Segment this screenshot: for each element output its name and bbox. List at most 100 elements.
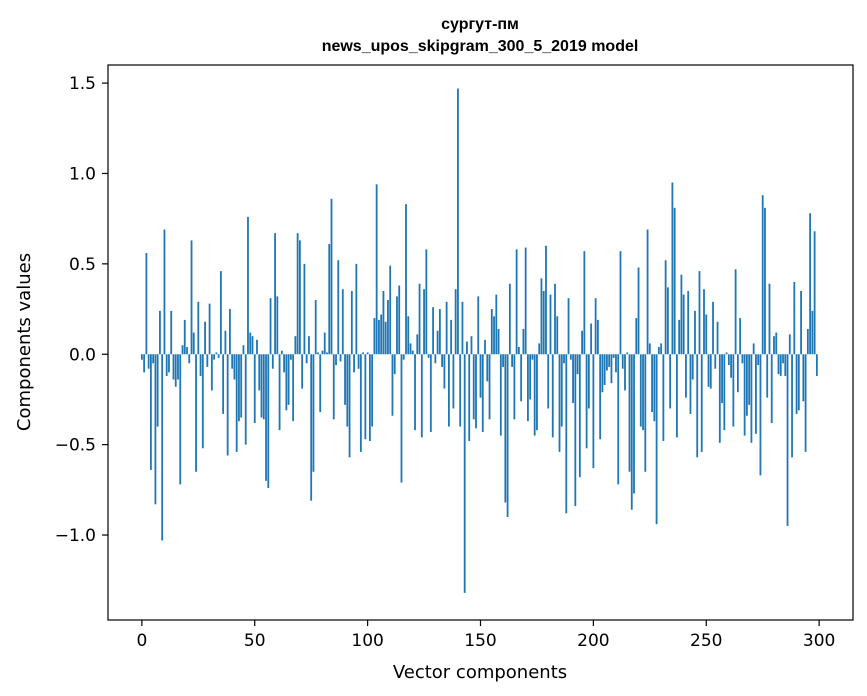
bar-208 xyxy=(610,354,613,384)
x-axis-label: Vector components xyxy=(393,662,567,683)
bar-149 xyxy=(477,296,480,355)
bar-289 xyxy=(793,281,796,355)
bar-220 xyxy=(637,267,640,355)
bar-84 xyxy=(330,198,333,355)
bar-86 xyxy=(335,354,337,366)
bar-106 xyxy=(380,314,383,355)
plot-frame xyxy=(107,64,854,621)
bar-202 xyxy=(596,319,599,355)
y-axis-ticks: −1.0 −0.5 0.0 0.5 1.0 1.5 xyxy=(55,74,108,546)
bar-107 xyxy=(382,290,385,355)
bar-156 xyxy=(493,316,495,355)
bar-4 xyxy=(149,354,152,470)
bar-295 xyxy=(806,328,809,355)
bar-291 xyxy=(797,354,800,411)
bar-119 xyxy=(409,343,412,355)
bar-290 xyxy=(795,354,798,414)
bar-229 xyxy=(657,347,660,355)
bar-100 xyxy=(366,352,369,355)
bar-235 xyxy=(671,182,674,355)
bar-299 xyxy=(815,354,818,376)
bar-178 xyxy=(542,290,545,355)
bar-206 xyxy=(606,354,608,371)
bar-244 xyxy=(691,354,694,380)
bar-277 xyxy=(766,354,769,398)
bar-164 xyxy=(511,354,514,367)
bar-253 xyxy=(712,301,714,355)
bar-54 xyxy=(262,354,265,420)
bar-53 xyxy=(260,354,263,418)
bar-232 xyxy=(664,260,667,355)
bar-273 xyxy=(757,354,760,366)
bar-57 xyxy=(269,298,272,355)
bar-104 xyxy=(375,184,378,355)
bar-20 xyxy=(186,347,188,355)
bar-293 xyxy=(802,354,805,402)
bars-group xyxy=(140,88,818,593)
bar-115 xyxy=(400,354,403,483)
bar-240 xyxy=(682,294,685,355)
bar-179 xyxy=(545,245,547,355)
bar-260 xyxy=(727,354,730,366)
bar-19 xyxy=(183,319,186,355)
bar-41 xyxy=(233,354,236,380)
bar-130 xyxy=(434,354,437,364)
bar-92 xyxy=(348,354,351,458)
bar-61 xyxy=(278,354,281,431)
bar-13 xyxy=(170,310,173,355)
bar-0 xyxy=(140,354,143,360)
bar-218 xyxy=(633,354,635,494)
bar-210 xyxy=(615,354,617,373)
bar-176 xyxy=(538,343,541,355)
bar-123 xyxy=(418,283,421,355)
bar-70 xyxy=(298,240,301,355)
bar-47 xyxy=(247,216,249,355)
bar-186 xyxy=(560,354,563,427)
bar-272 xyxy=(755,354,757,434)
y-tick-label: −1.0 xyxy=(55,526,96,546)
bar-231 xyxy=(662,354,665,442)
bar-284 xyxy=(782,354,784,364)
bar-285 xyxy=(784,354,787,376)
bar-85 xyxy=(332,354,335,420)
bar-103 xyxy=(373,318,376,355)
bar-31 xyxy=(210,354,213,391)
bar-159 xyxy=(499,354,502,436)
bar-2 xyxy=(145,253,148,355)
bar-246 xyxy=(696,354,699,458)
bar-150 xyxy=(479,354,482,398)
bar-34 xyxy=(217,354,220,358)
bar-89 xyxy=(341,289,344,355)
bar-221 xyxy=(639,354,642,427)
bar-136 xyxy=(447,354,450,427)
bar-288 xyxy=(791,354,793,458)
bar-282 xyxy=(777,354,780,375)
bar-257 xyxy=(721,354,723,404)
y-tick-label: −0.5 xyxy=(55,436,96,456)
bar-77 xyxy=(314,300,317,355)
bar-30 xyxy=(208,303,211,355)
bar-63 xyxy=(283,354,285,373)
bar-29 xyxy=(206,354,209,367)
bar-111 xyxy=(391,354,394,416)
x-tick-label: 300 xyxy=(803,631,835,651)
bar-135 xyxy=(445,301,448,355)
bar-292 xyxy=(800,290,802,355)
bar-126 xyxy=(425,249,428,355)
bar-52 xyxy=(258,354,261,391)
bar-87 xyxy=(337,260,340,355)
y-tick-label: 0.5 xyxy=(69,255,96,275)
bar-18 xyxy=(181,345,184,355)
bar-121 xyxy=(414,354,416,431)
bar-255 xyxy=(716,321,719,355)
bar-124 xyxy=(420,354,423,438)
bar-181 xyxy=(549,294,552,355)
bar-40 xyxy=(231,354,234,369)
bar-296 xyxy=(809,213,812,355)
bar-38 xyxy=(226,354,229,456)
bar-46 xyxy=(244,354,247,445)
chart-title: сургут-пм xyxy=(441,16,519,33)
bar-193 xyxy=(576,354,579,375)
bar-10 xyxy=(163,229,166,355)
